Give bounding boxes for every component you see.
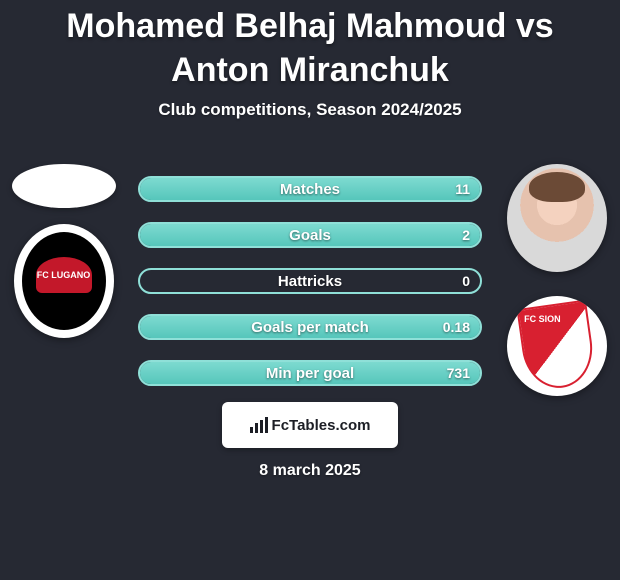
brand-text: FcTables.com [272,417,371,434]
page-title: Mohamed Belhaj Mahmoud vs Anton Miranchu… [0,0,620,100]
player1-avatar [12,164,116,208]
team2-label: FC SION [524,314,561,324]
player1-team-logo: FC LUGANO [14,224,114,338]
stat-value: 11 [455,181,470,197]
team1-label: FC LUGANO [36,257,92,293]
stat-label: Min per goal [140,365,480,382]
player2-team-logo: FC SION [507,296,607,396]
stat-row-goals: Goals 2 [138,222,482,248]
date-label: 8 march 2025 [0,462,620,480]
right-column: FC SION [499,164,614,396]
stat-row-hattricks: Hattricks 0 [138,268,482,294]
stat-value: 0.18 [443,319,470,335]
left-column: FC LUGANO [6,164,121,338]
page-subtitle: Club competitions, Season 2024/2025 [0,100,620,120]
brand-box[interactable]: FcTables.com [222,402,398,448]
stat-row-mpg: Min per goal 731 [138,360,482,386]
stat-label: Hattricks [140,273,480,290]
player2-avatar [507,164,607,272]
stat-value: 2 [462,227,470,243]
stat-value: 731 [447,365,470,381]
stat-label: Goals per match [140,319,480,336]
stat-label: Matches [140,181,480,198]
stat-value: 0 [462,273,470,289]
stat-row-matches: Matches 11 [138,176,482,202]
bars-icon [250,417,268,433]
stat-label: Goals [140,227,480,244]
stat-row-gpm: Goals per match 0.18 [138,314,482,340]
stats-list: Matches 11 Goals 2 Hattricks 0 Goals per… [138,176,482,386]
